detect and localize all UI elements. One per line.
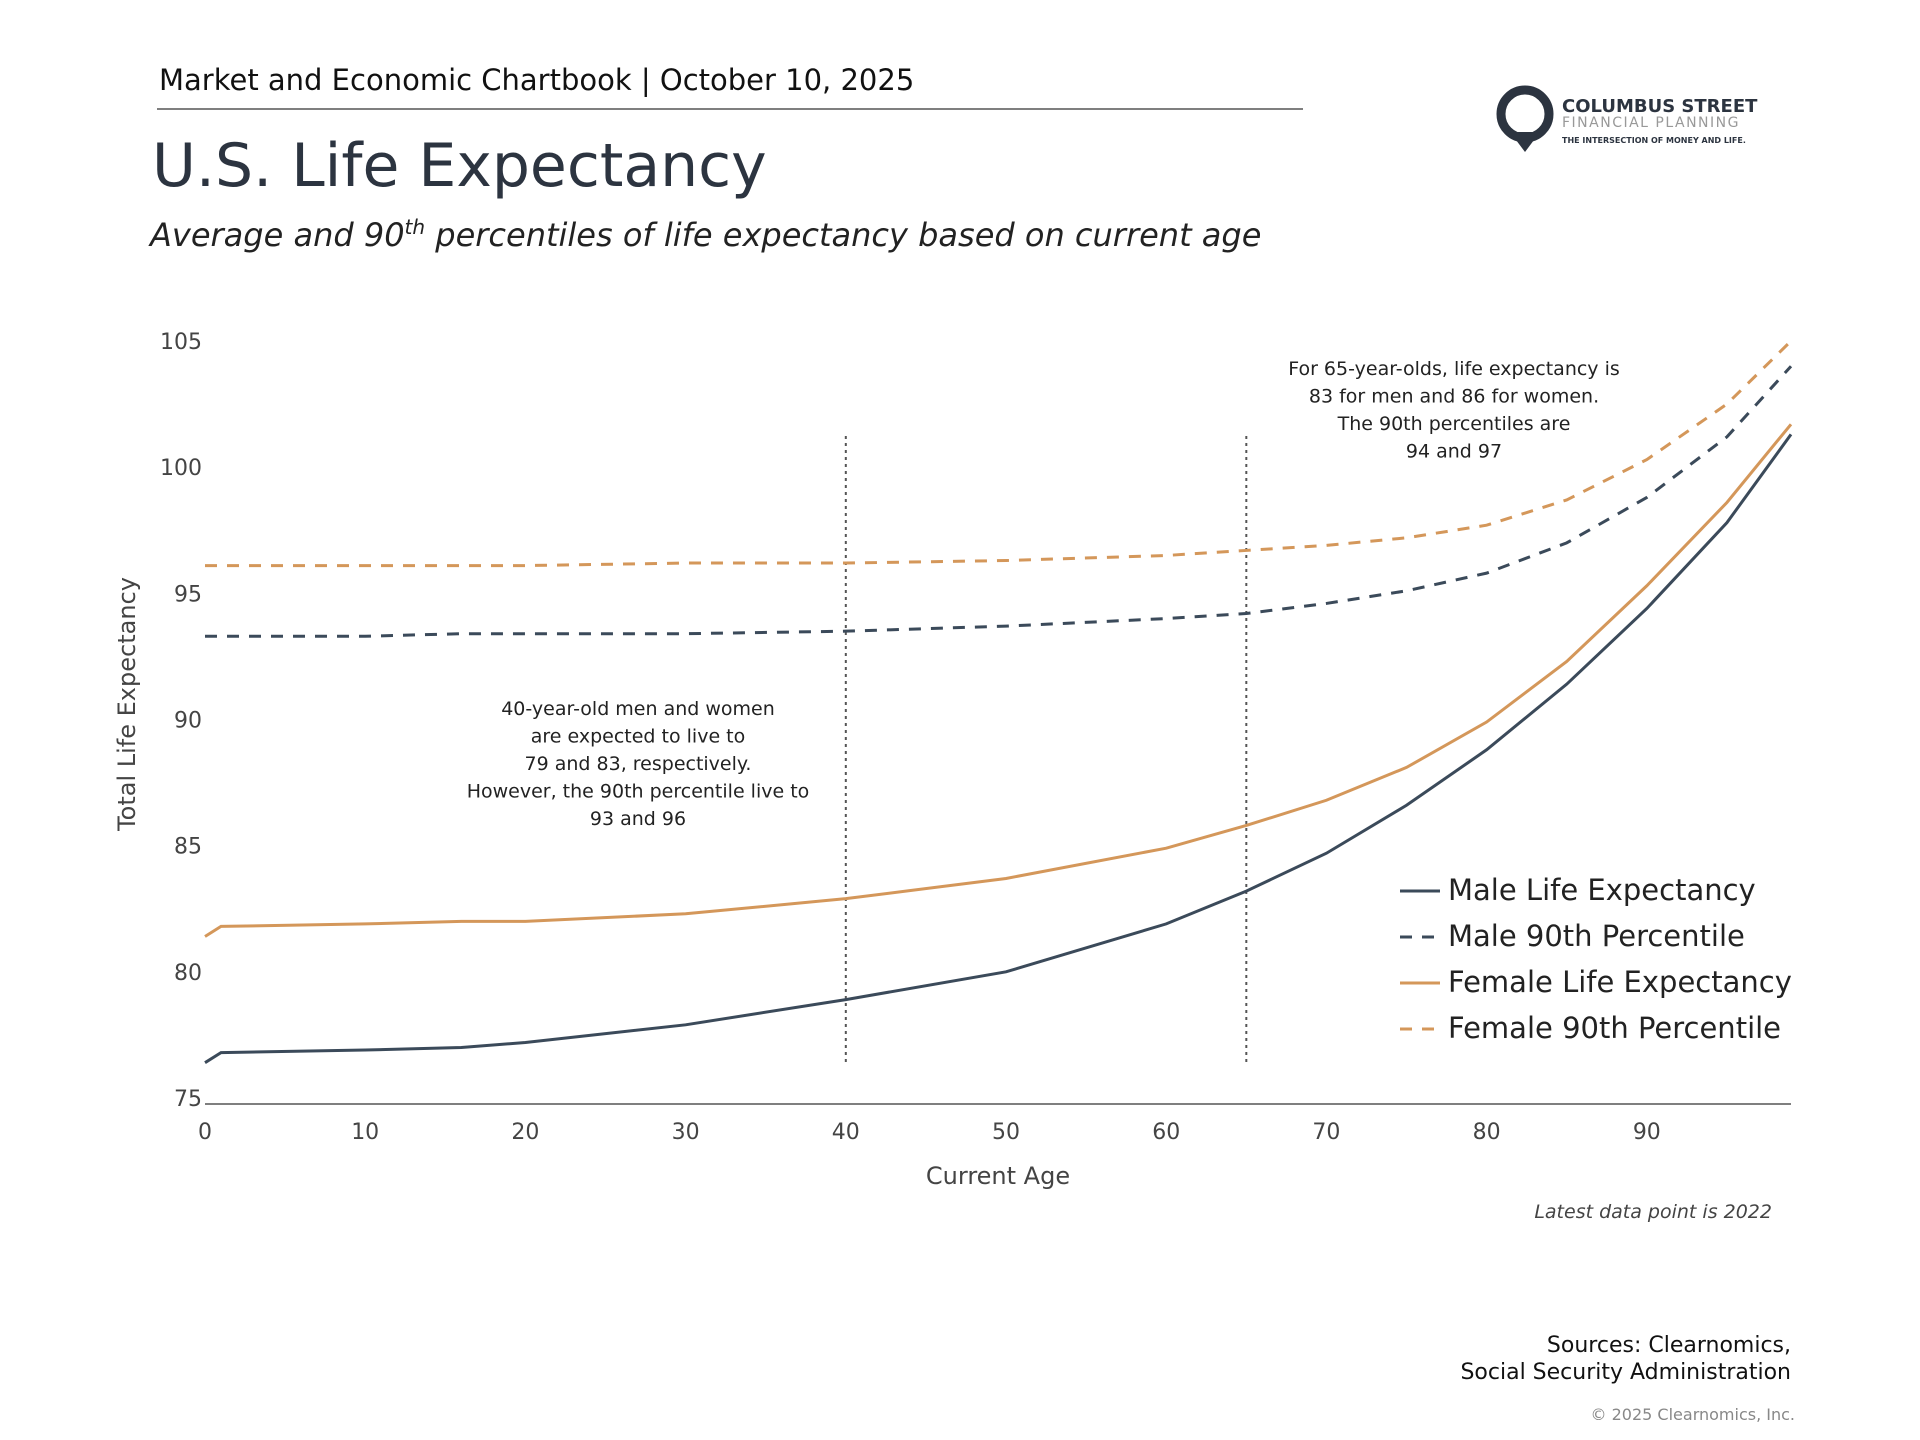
x-tick-label: 70: [1312, 1120, 1340, 1145]
annotation: 40-year-old men and women: [501, 698, 775, 720]
annotation: However, the 90th percentile live to: [467, 781, 810, 803]
note: Latest data point is 2022: [1534, 1201, 1772, 1223]
logo-icon-tip: [1510, 132, 1540, 152]
annotation: For 65-year-olds, life expectancy is: [1288, 358, 1620, 380]
annotation: are expected to live to: [531, 726, 746, 748]
sources: Sources: Clearnomics,: [1547, 1333, 1791, 1358]
chart-title: U.S. Life Expectancy: [152, 131, 767, 201]
series-line: [204, 423, 1793, 938]
x-tick-label: 90: [1633, 1120, 1661, 1145]
y-tick-label: 95: [174, 582, 202, 607]
logo-icon: [1496, 85, 1554, 143]
annotation: 93 and 96: [590, 808, 686, 830]
annotation: 83 for men and 86 for women.: [1309, 386, 1599, 408]
sources: Social Security Administration: [1460, 1360, 1791, 1385]
x-tick-label: 50: [992, 1120, 1020, 1145]
subtitle-part: percentiles of life expectancy based on …: [425, 216, 1261, 254]
chart-subtitle: Average and 90th percentiles of life exp…: [148, 215, 1261, 254]
legend-label: Male Life Expectancy: [1448, 873, 1756, 907]
y-tick-label: 85: [174, 835, 202, 860]
y-tick-label: 80: [174, 961, 202, 986]
logo-name: COLUMBUS STREET: [1562, 96, 1758, 117]
annotation: The 90th percentiles are: [1337, 413, 1571, 435]
logo-subname: FINANCIAL PLANNING: [1562, 115, 1740, 131]
x-tick-label: 60: [1152, 1120, 1180, 1145]
x-tick-label: 20: [511, 1120, 539, 1145]
legend-label: Male 90th Percentile: [1448, 919, 1745, 953]
x-tick-label: 30: [672, 1120, 700, 1145]
series-line: [205, 365, 1793, 638]
y-tick-label: 105: [160, 330, 202, 355]
series-line: [205, 339, 1793, 568]
x-axis-label: Current Age: [926, 1162, 1070, 1190]
y-tick-label: 100: [160, 456, 202, 481]
subtitle-part: Average and 90: [148, 216, 405, 254]
subtitle-sup: th: [405, 215, 426, 239]
legend-label: Female 90th Percentile: [1448, 1011, 1781, 1045]
y-tick-label: 90: [174, 709, 202, 734]
logo-tagline: THE INTERSECTION OF MONEY AND LIFE.: [1562, 136, 1746, 145]
x-tick-label: 10: [351, 1120, 379, 1145]
x-tick-label: 40: [832, 1120, 860, 1145]
y-axis-label: Total Life Expectancy: [113, 577, 141, 832]
header: Market and Economic Chartbook | October …: [159, 63, 914, 97]
annotation: 79 and 83, respectively.: [525, 753, 752, 775]
y-tick-label: 75: [174, 1087, 202, 1112]
logo: COLUMBUS STREET FINANCIAL PLANNING THE I…: [1496, 85, 1758, 152]
annotation: 94 and 97: [1406, 441, 1502, 463]
x-tick-label: 0: [198, 1120, 212, 1145]
legend-label: Female Life Expectancy: [1448, 965, 1792, 999]
series-line: [204, 433, 1793, 1064]
copyright: © 2025 Clearnomics, Inc.: [1591, 1405, 1795, 1424]
x-tick-label: 80: [1473, 1120, 1501, 1145]
